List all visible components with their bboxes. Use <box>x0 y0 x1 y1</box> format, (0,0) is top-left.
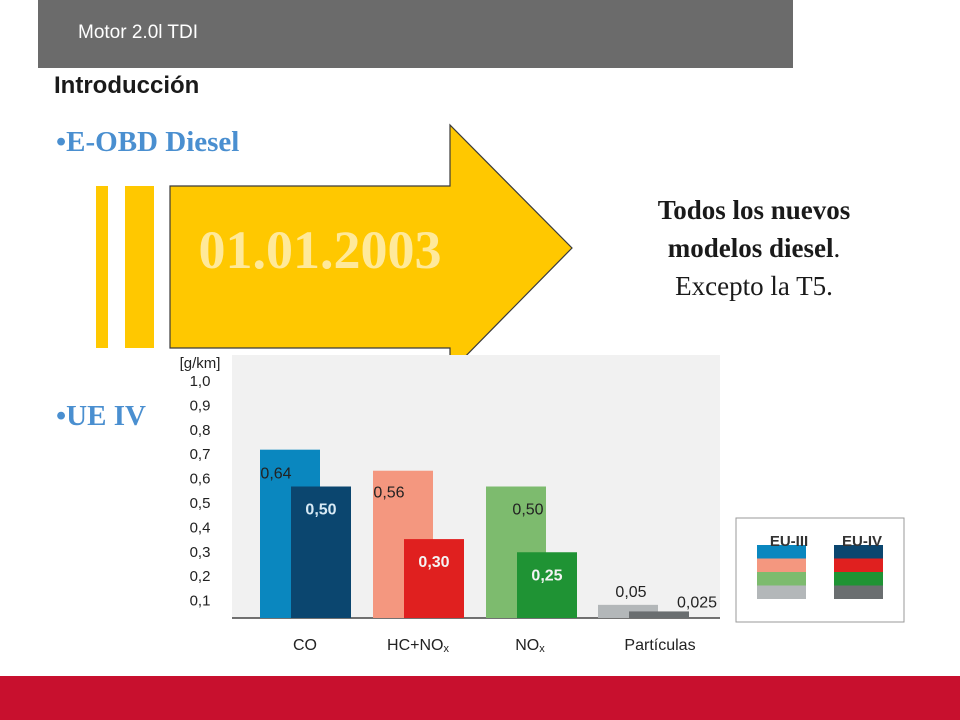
y-tick-label: 0,1 <box>190 593 211 610</box>
note-line2: modelos diesel <box>667 232 834 263</box>
legend-swatch <box>834 585 883 599</box>
value-label: 0,50 <box>305 502 336 519</box>
bullet-ueiv: •UE IV <box>56 400 146 432</box>
arrow-date: 01.01.2003 <box>199 220 442 280</box>
legend-eu4: EU-IV <box>842 533 882 550</box>
value-label: 0,64 <box>260 466 291 483</box>
legend-swatch <box>834 545 883 559</box>
unit-label: [g/km] <box>180 355 221 372</box>
note-line1: Todos los nuevos <box>657 195 851 225</box>
y-tick-label: 0,9 <box>190 397 211 414</box>
y-tick-label: 0,6 <box>190 471 211 488</box>
header-bar: Motor 2.0l TDI <box>38 0 793 68</box>
legend: EU-III EU-IV <box>735 517 905 623</box>
y-tick-label: 0,7 <box>190 446 211 463</box>
y-tick-labels: 1,0 0,9 0,8 0,7 0,6 0,5 0,4 0,3 0,2 0,1 <box>190 373 211 610</box>
header-title: Motor 2.0l TDI <box>78 22 199 43</box>
emissions-chart: [g/km] 1,0 0,9 0,8 0,7 0,6 0,5 0,4 0,3 0,2 0,1 0,… <box>180 355 720 655</box>
bar-eu4 <box>404 539 464 618</box>
arrow-body <box>169 123 573 374</box>
y-tick-label: 0,5 <box>190 495 211 512</box>
bullet-eobd: •E-OBD Diesel <box>56 126 240 158</box>
y-tick-label: 1,0 <box>190 373 211 390</box>
y-tick-label: 0,8 <box>190 422 211 439</box>
value-label: 0,025 <box>677 594 717 611</box>
x-axis-labels: CO HC+NOx NOx Partículas <box>293 637 696 655</box>
note-line3: Excepto la T5. <box>675 270 833 301</box>
value-label: 0,50 <box>512 502 543 519</box>
legend-swatch <box>757 585 806 599</box>
legend-swatch <box>757 558 806 572</box>
x-label: CO <box>293 637 317 654</box>
legend-swatches <box>757 545 883 599</box>
bar-eu4 <box>291 486 351 618</box>
note-text: Todos los nuevos modelos diesel. Excepto… <box>620 192 888 305</box>
y-tick-label: 0,2 <box>190 568 211 585</box>
legend-swatch <box>834 558 883 572</box>
section-title: Introducción <box>54 72 200 99</box>
bar-eu4 <box>629 611 689 618</box>
arrow-stripe-2 <box>125 186 154 348</box>
legend-eu3: EU-III <box>770 533 808 550</box>
x-label: NOx <box>515 637 545 655</box>
value-label: 0,25 <box>531 567 562 584</box>
x-label: Partículas <box>624 637 695 654</box>
legend-swatch <box>757 545 806 559</box>
footer-bar <box>0 676 960 720</box>
note-period: . <box>833 232 841 263</box>
y-tick-label: 0,4 <box>190 519 211 536</box>
value-label: 0,56 <box>373 485 404 502</box>
x-label: HC+NOx <box>387 637 449 655</box>
legend-swatch <box>757 572 806 586</box>
bar-eu4 <box>517 552 577 618</box>
value-label: 0,05 <box>615 584 646 601</box>
bars: 0,64 0,50 0,56 0,30 0,50 0,25 0,05 0,025 <box>260 449 717 618</box>
y-tick-label: 0,3 <box>190 544 211 561</box>
legend-swatch <box>834 572 883 586</box>
arrow-stripe-1 <box>96 186 108 348</box>
value-label: 0,30 <box>418 554 449 571</box>
date-arrow: 01.01.2003 <box>96 123 573 374</box>
